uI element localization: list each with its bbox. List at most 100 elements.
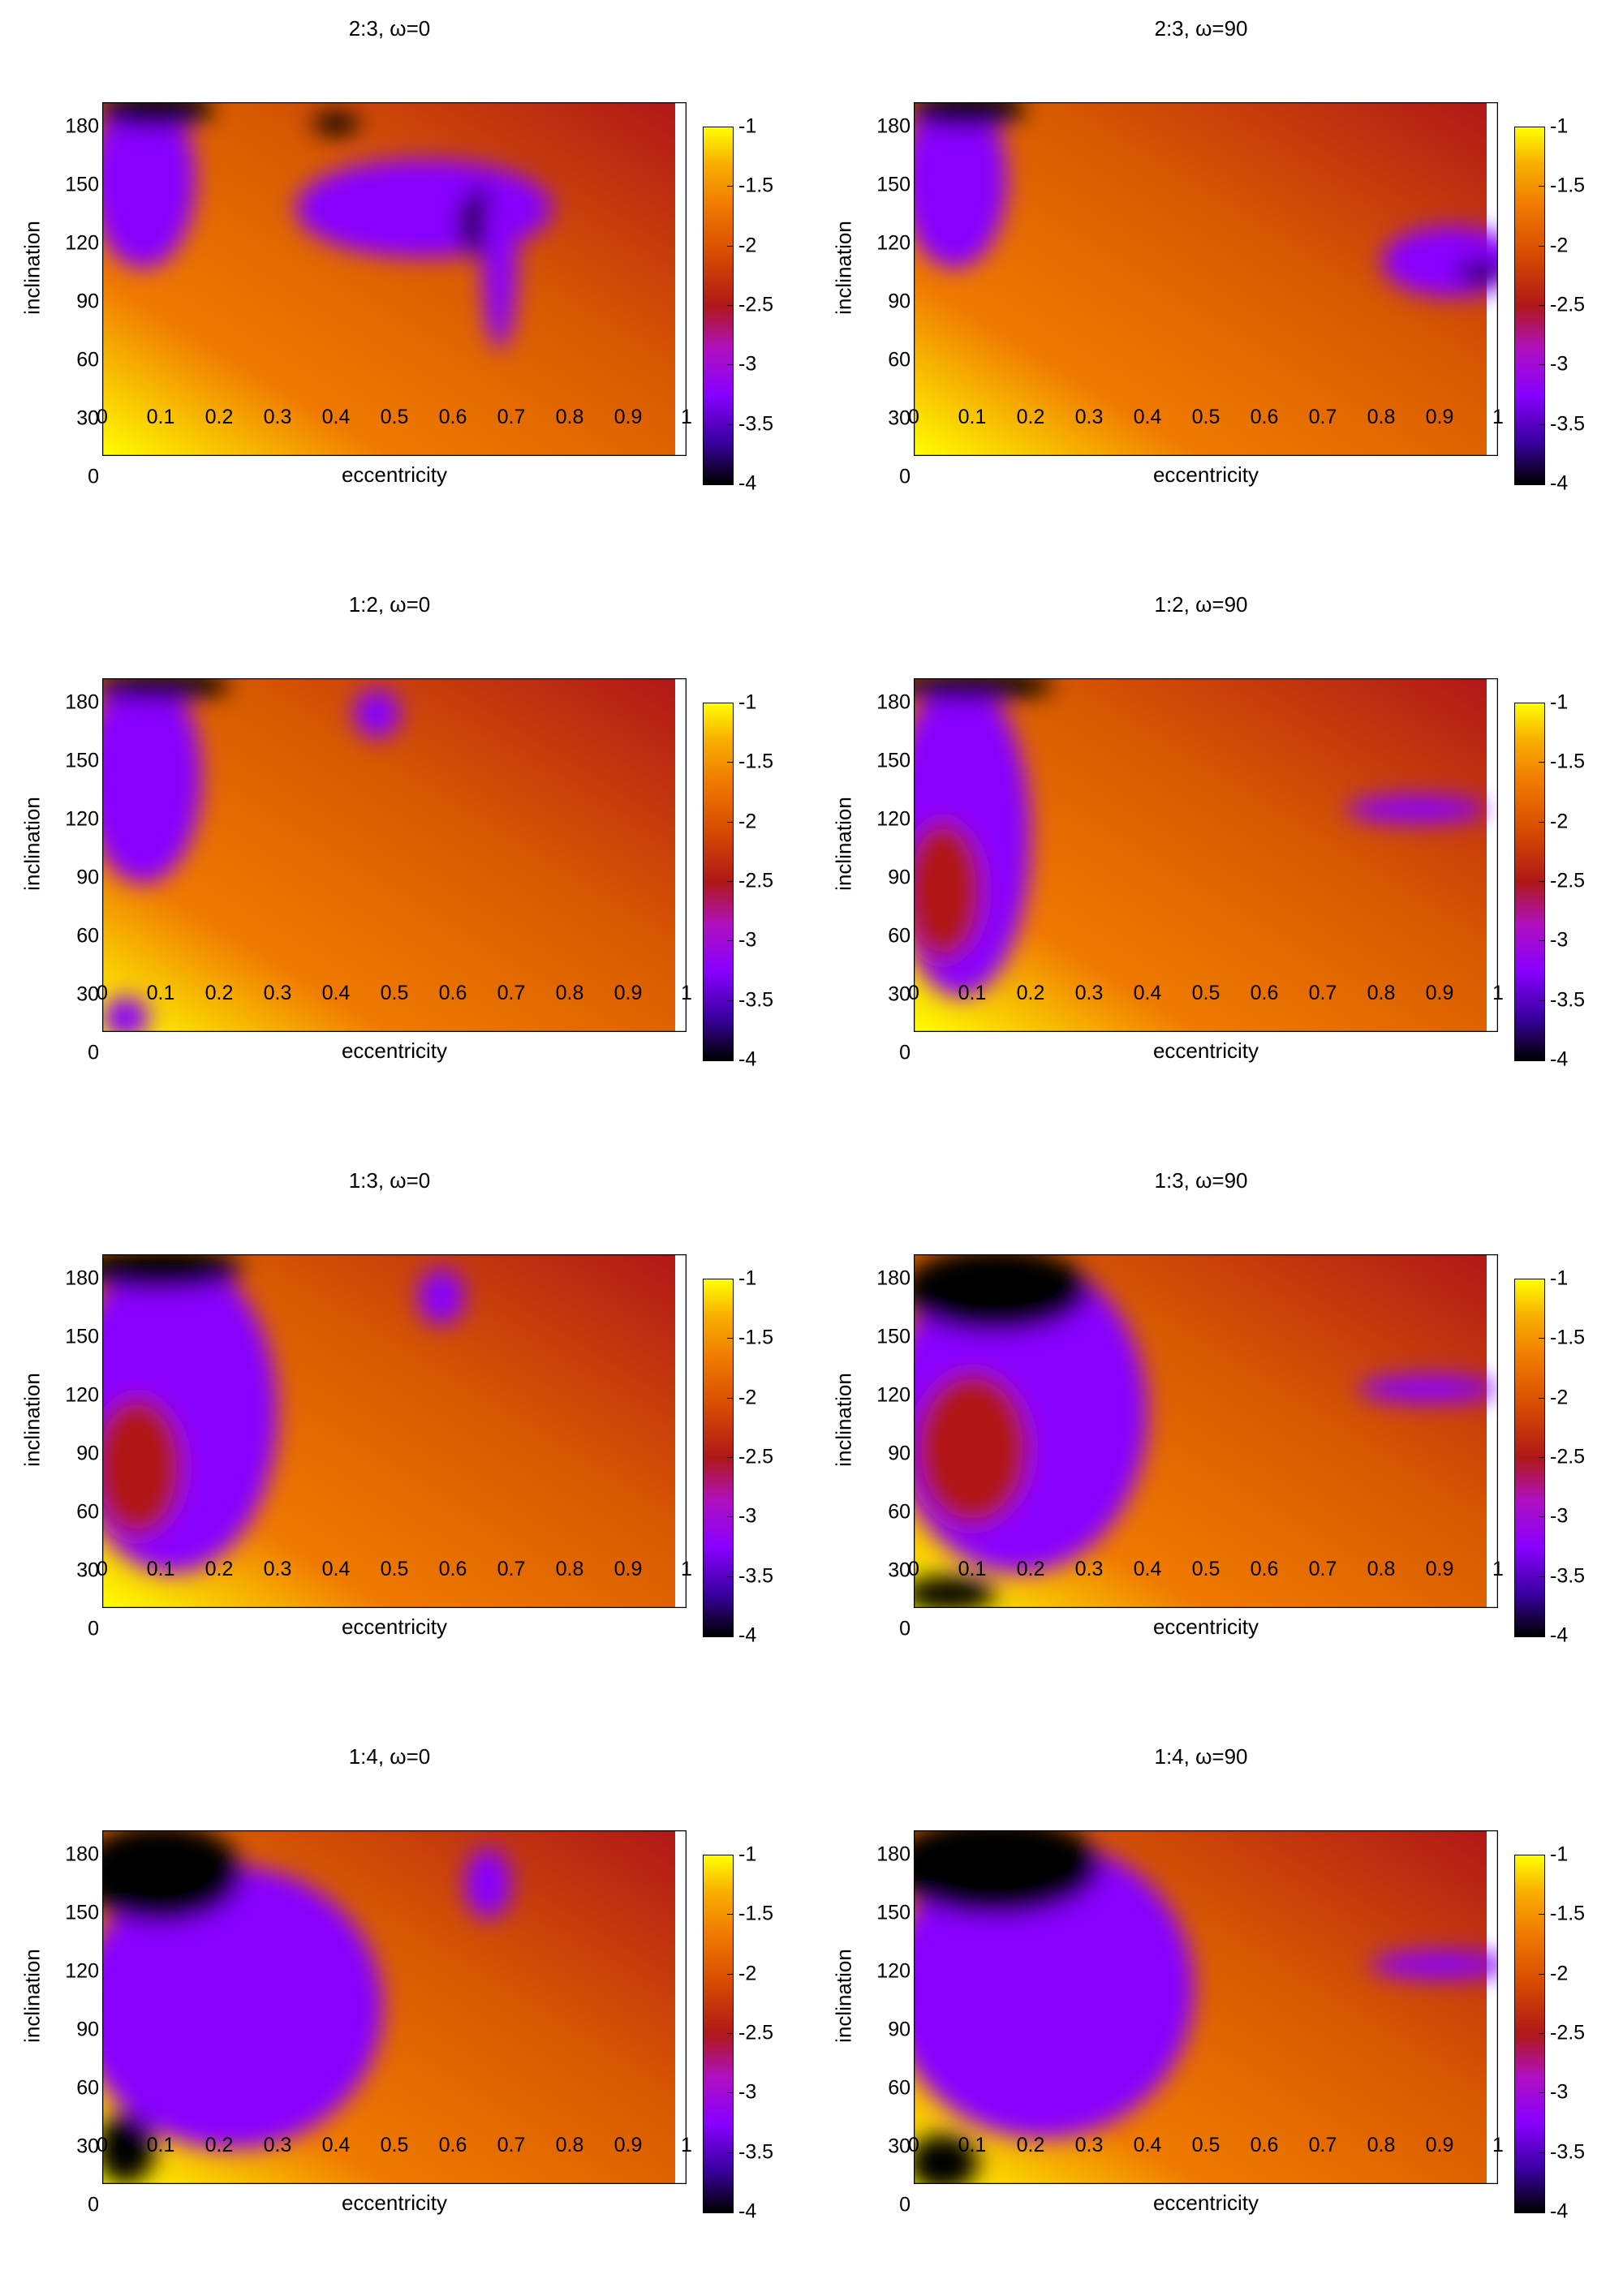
x-axis-label: eccentricity: [1152, 2191, 1259, 2215]
x-tick-label: 0.3: [1074, 406, 1104, 428]
y-tick-label: 60: [76, 924, 99, 948]
y-tick-label: 180: [65, 1842, 99, 1866]
colorbar-tick-mark: [727, 245, 734, 247]
x-tick-label: 0: [908, 2134, 919, 2156]
x-tick-label: 0.1: [958, 1558, 987, 1580]
x-tick-label: 0.9: [613, 982, 643, 1004]
colorbar-tick-label: -3.5: [738, 988, 774, 1012]
heatmap-plot-area: [914, 102, 1498, 456]
heatmap-svg: [102, 678, 687, 1032]
colorbar-tick-label: -3.5: [738, 2140, 774, 2164]
colorbar-tick-label: -1.5: [1550, 174, 1586, 197]
x-tick-label: 1: [1492, 2134, 1504, 2156]
x-tick-label: 0.8: [1367, 1558, 1396, 1580]
colorbar-tick-label: -2: [738, 810, 757, 833]
x-tick-label: 0.1: [958, 2134, 987, 2156]
x-tick-label: 0: [97, 406, 108, 428]
y-tick-label: 150: [65, 1901, 99, 1924]
y-tick-label: 0: [88, 2193, 99, 2216]
colorbar-tick-mark: [1539, 1914, 1545, 1915]
x-tick-label: 0.2: [1016, 406, 1045, 428]
y-tick-label: 180: [65, 114, 99, 138]
x-axis-label: eccentricity: [341, 1615, 448, 1639]
heatmap-plot-area: [914, 678, 1498, 1032]
x-tick-label: 0.3: [263, 406, 292, 428]
x-tick-label: 0.7: [1308, 982, 1337, 1004]
colorbar-tick-mark: [1539, 1397, 1545, 1399]
colorbar-tick-label: -1.5: [738, 1326, 774, 1349]
plot-frame: [914, 1830, 1498, 2184]
heatmap-region: [1345, 794, 1487, 823]
y-tick-label: 120: [876, 1959, 911, 1983]
y-tick-label: 120: [65, 807, 99, 831]
y-tick-label: 30: [76, 2135, 99, 2158]
y-tick-label: 180: [876, 1842, 911, 1866]
x-tick-label: 0.4: [1133, 2134, 1162, 2156]
colorbar-tick-mark: [1539, 186, 1545, 187]
heatmap-region: [102, 1395, 184, 1537]
y-tick-label: 180: [65, 690, 99, 714]
chart-title: 1:3, ω=0: [348, 1168, 431, 1193]
x-tick-label: 0: [97, 982, 108, 1004]
x-tick-label: 0.9: [1425, 2134, 1454, 2156]
heatmap-svg: [914, 1830, 1498, 2184]
colorbar: [1514, 1279, 1545, 1637]
y-tick-label: 90: [888, 290, 911, 313]
chart-title: 1:2, ω=0: [348, 592, 431, 617]
colorbar-tick-label: -4: [1550, 1623, 1569, 1647]
heatmap-plot-area: [102, 102, 687, 456]
y-tick-label: 120: [65, 1959, 99, 1983]
x-tick-label: 0: [908, 406, 919, 428]
heatmap-region: [102, 1254, 243, 1290]
x-tick-label: 0.3: [1074, 982, 1104, 1004]
x-tick-label: 1: [681, 406, 692, 428]
chart-panel: 1:2, ω=90 inclination eccentricity 0 0.1 0.2 0…: [812, 576, 1623, 1144]
heatmap-region: [102, 2113, 155, 2184]
colorbar-tick-label: -1: [1550, 690, 1569, 714]
chart-title: 1:4, ω=0: [348, 1744, 431, 1769]
heatmap-region: [353, 689, 401, 739]
heatmap-region: [102, 678, 202, 884]
x-tick-label: 0.8: [555, 2134, 584, 2156]
chart-title: 2:3, ω=90: [1154, 16, 1248, 41]
y-tick-label: 150: [876, 749, 911, 772]
colorbar-tick-mark: [1539, 424, 1545, 425]
colorbar-tick-label: -4: [1550, 1047, 1569, 1071]
x-tick-label: 0.7: [1308, 1558, 1337, 1580]
x-tick-label: 0.4: [321, 406, 351, 428]
y-axis-label: inclination: [19, 1373, 45, 1467]
heatmap-svg: [914, 678, 1498, 1032]
colorbar-tick-mark: [727, 1397, 734, 1399]
colorbar-tick-mark: [727, 2152, 734, 2153]
colorbar-tick-label: -2.5: [738, 1445, 774, 1468]
heatmap-region: [914, 678, 1054, 700]
y-tick-label: 120: [65, 231, 99, 255]
colorbar-tick-label: -3: [1550, 1504, 1569, 1528]
colorbar: [1514, 127, 1545, 485]
heatmap-region: [914, 2134, 979, 2184]
x-axis-label: eccentricity: [1152, 462, 1259, 487]
colorbar-tick-label: -2.5: [738, 2021, 774, 2044]
heatmap-svg: [914, 102, 1498, 456]
colorbar-tick-label: -1: [738, 690, 757, 714]
colorbar-tick-mark: [1539, 245, 1545, 247]
colorbar-tick-label: -1.5: [1550, 750, 1586, 773]
heatmap-region: [417, 1268, 465, 1326]
x-tick-label: 0.9: [1425, 406, 1454, 428]
x-tick-label: 0.5: [380, 982, 409, 1004]
y-tick-label: 150: [65, 173, 99, 196]
y-tick-label: 90: [76, 290, 99, 313]
colorbar-tick-mark: [1539, 305, 1545, 306]
colorbar-tick-label: -1.5: [738, 750, 774, 773]
y-tick-label: 180: [876, 1266, 911, 1290]
colorbar: [703, 1855, 734, 2213]
y-tick-label: 90: [888, 2018, 911, 2041]
y-tick-label: 30: [888, 406, 911, 430]
chart-panel: 2:3, ω=0 inclination eccentricity 0 0.1 0.2 0.…: [0, 0, 812, 568]
heatmap-svg: [914, 1254, 1498, 1608]
y-tick-label: 0: [88, 1617, 99, 1640]
y-tick-label: 150: [876, 173, 911, 196]
y-tick-label: 0: [899, 465, 911, 488]
colorbar-tick-mark: [727, 1576, 734, 1577]
x-tick-label: 0.4: [1133, 406, 1162, 428]
